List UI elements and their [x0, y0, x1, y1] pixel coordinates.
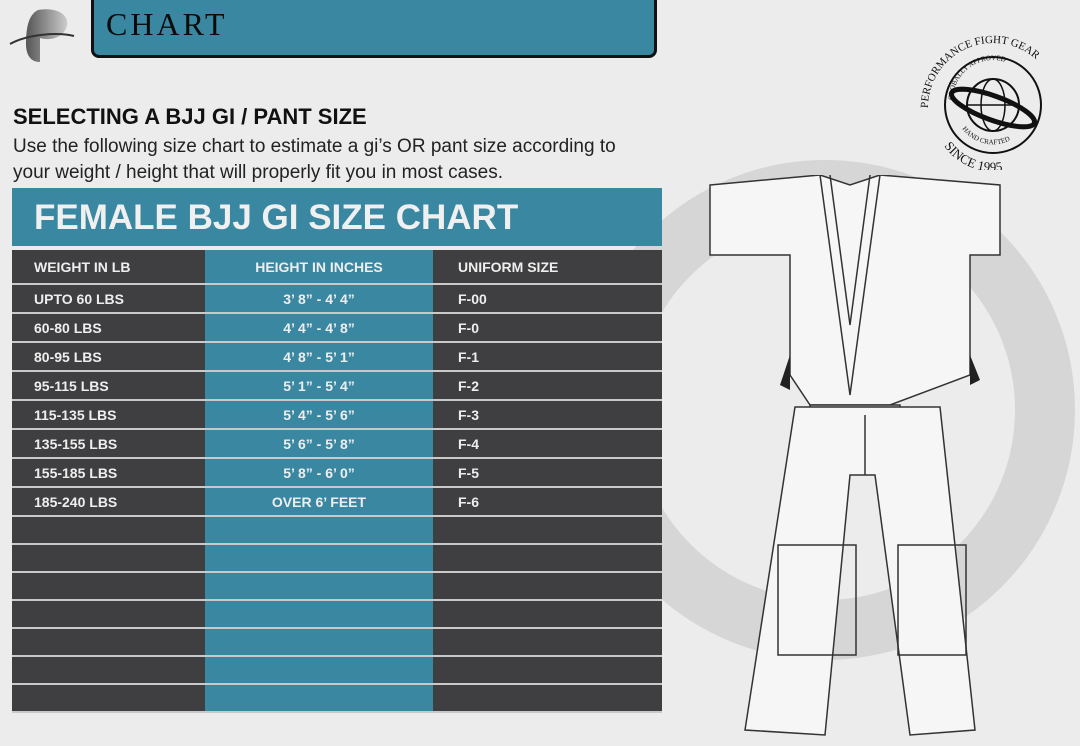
- column-header-weight: WEIGHT IN LB: [12, 250, 205, 285]
- cell-size: F-6: [433, 487, 662, 517]
- section-description: Use the following size chart to estimate…: [13, 136, 616, 183]
- column-header-size: UNIFORM SIZE: [433, 250, 662, 285]
- empty-cell: [205, 572, 433, 601]
- cell-size: F-0: [433, 313, 662, 343]
- chart-banner-title: FEMALE BJJ GI SIZE CHART: [34, 198, 519, 237]
- empty-cell: [12, 684, 205, 713]
- empty-cell: [12, 628, 205, 657]
- size-chart-table: WEIGHT IN LB HEIGHT IN INCHES UNIFORM SI…: [12, 250, 662, 713]
- empty-cell: [433, 628, 662, 657]
- empty-table-row: [12, 600, 662, 629]
- empty-cell: [12, 600, 205, 629]
- empty-cell: [12, 544, 205, 573]
- table-row: 115-135 LBS 5’ 4” - 5’ 6” F-3: [12, 400, 662, 430]
- empty-cell: [12, 656, 205, 685]
- pfg-logo-icon: [9, 9, 75, 62]
- cell-size: F-5: [433, 458, 662, 488]
- empty-table-row: [12, 656, 662, 685]
- cell-height: 3’ 8” - 4’ 4”: [205, 284, 433, 314]
- cell-size: F-00: [433, 284, 662, 314]
- cell-weight: 95-115 LBS: [12, 371, 205, 401]
- table-row: 80-95 LBS 4’ 8” - 5’ 1” F-1: [12, 342, 662, 372]
- empty-cell: [205, 600, 433, 629]
- page-title: PFG FEMALE BJJ GI SIZE CHART: [106, 0, 535, 42]
- cell-height: 4’ 8” - 5’ 1”: [205, 342, 433, 372]
- svg-text:PERFORMANCE FIGHT GEAR: PERFORMANCE FIGHT GEAR: [919, 34, 1042, 108]
- empty-cell: [433, 600, 662, 629]
- seal-top-text: PERFORMANCE FIGHT GEAR: [919, 34, 1042, 108]
- chart-banner: FEMALE BJJ GI SIZE CHART: [12, 188, 662, 246]
- table-row: 185-240 LBS OVER 6’ FEET F-6: [12, 487, 662, 517]
- empty-table-row: [12, 544, 662, 573]
- cell-height: 4’ 4” - 4’ 8”: [205, 313, 433, 343]
- empty-table-row: [12, 684, 662, 713]
- gi-illustration: [709, 175, 1001, 736]
- empty-cell: [12, 572, 205, 601]
- cell-size: F-4: [433, 429, 662, 459]
- table-header-row: WEIGHT IN LB HEIGHT IN INCHES UNIFORM SI…: [12, 250, 662, 285]
- cell-weight: 115-135 LBS: [12, 400, 205, 430]
- table-row: 155-185 LBS 5’ 8” - 6’ 0” F-5: [12, 458, 662, 488]
- cell-weight: 135-155 LBS: [12, 429, 205, 459]
- empty-cell: [433, 544, 662, 573]
- cell-weight: 80-95 LBS: [12, 342, 205, 372]
- cell-weight: 60-80 LBS: [12, 313, 205, 343]
- cell-height: 5’ 6” - 5’ 8”: [205, 429, 433, 459]
- cell-height: 5’ 8” - 6’ 0”: [205, 458, 433, 488]
- page-title-box: PFG FEMALE BJJ GI SIZE CHART: [91, 0, 657, 58]
- column-header-height: HEIGHT IN INCHES: [205, 250, 433, 285]
- empty-cell: [205, 628, 433, 657]
- cell-height: 5’ 4” - 5’ 6”: [205, 400, 433, 430]
- cell-height: OVER 6’ FEET: [205, 487, 433, 517]
- empty-cell: [205, 656, 433, 685]
- empty-table-row: [12, 572, 662, 601]
- empty-cell: [205, 544, 433, 573]
- empty-cell: [12, 516, 205, 545]
- empty-cell: [205, 516, 433, 545]
- empty-cell: [433, 572, 662, 601]
- empty-cell: [433, 516, 662, 545]
- empty-cell: [205, 684, 433, 713]
- empty-cell: [433, 684, 662, 713]
- empty-cell: [433, 656, 662, 685]
- cell-height: 5’ 1” - 5’ 4”: [205, 371, 433, 401]
- seal-logo-icon: PERFORMANCE FIGHT GEAR GLOBALLY APPROVED…: [919, 34, 1042, 170]
- empty-table-row: [12, 516, 662, 545]
- section-heading: SELECTING A BJJ GI / PANT SIZE: [13, 104, 367, 129]
- table-row: UPTO 60 LBS 3’ 8” - 4’ 4” F-00: [12, 284, 662, 314]
- table-row: 135-155 LBS 5’ 6” - 5’ 8” F-4: [12, 429, 662, 459]
- table-row: 60-80 LBS 4’ 4” - 4’ 8” F-0: [12, 313, 662, 343]
- cell-size: F-3: [433, 400, 662, 430]
- empty-table-row: [12, 628, 662, 657]
- cell-size: F-1: [433, 342, 662, 372]
- cell-weight: 185-240 LBS: [12, 487, 205, 517]
- cell-weight: 155-185 LBS: [12, 458, 205, 488]
- cell-size: F-2: [433, 371, 662, 401]
- table-row: 95-115 LBS 5’ 1” - 5’ 4” F-2: [12, 371, 662, 401]
- cell-weight: UPTO 60 LBS: [12, 284, 205, 314]
